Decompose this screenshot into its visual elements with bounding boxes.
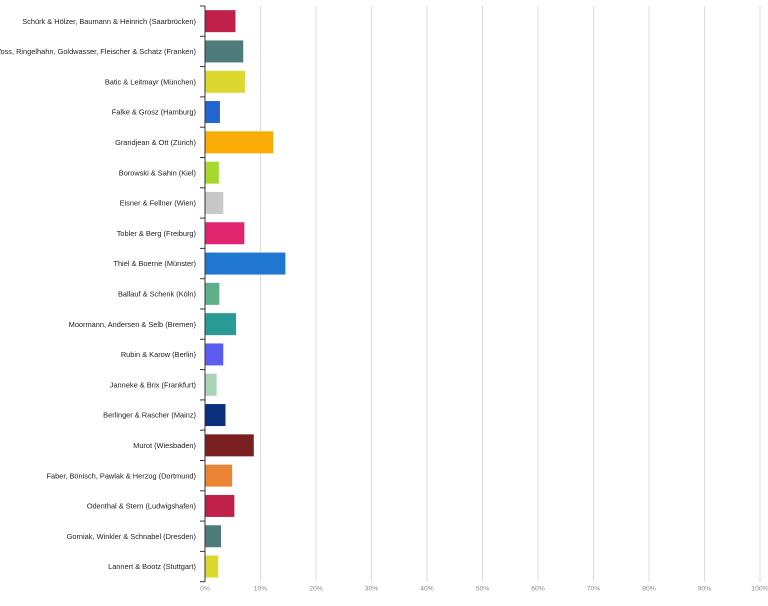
bar xyxy=(205,40,244,63)
category-label: Berlinger & Rascher (Mainz) xyxy=(103,411,196,420)
bar xyxy=(205,10,236,33)
category-label: Falke & Grosz (Hamburg) xyxy=(112,108,196,117)
bars xyxy=(205,10,286,578)
x-tick-label: 50% xyxy=(476,586,490,593)
bar xyxy=(205,252,286,275)
x-tick-label: 0% xyxy=(200,586,210,593)
category-label: Tobler & Berg (Freiburg) xyxy=(117,229,196,238)
bar xyxy=(205,282,220,305)
gridlines xyxy=(260,6,761,582)
x-tick-label: 90% xyxy=(698,586,712,593)
bar xyxy=(205,70,245,93)
category-label: Schürk & Hölzer, Baumann & Heinrich (Saa… xyxy=(22,17,196,26)
category-label: Grandjean & Ott (Zürich) xyxy=(115,138,196,147)
category-label: Ballauf & Schenk (Köln) xyxy=(118,289,196,298)
bar xyxy=(205,494,235,517)
bar xyxy=(205,313,237,336)
category-label: Faber, Bönisch, Pawlak & Herzog (Dortmun… xyxy=(46,471,196,480)
x-tick-label: 80% xyxy=(642,586,656,593)
bar xyxy=(205,434,254,457)
category-label: Thiel & Boerne (Münster) xyxy=(113,259,196,268)
category-label: Borowski & Sahin (Kiel) xyxy=(119,168,196,177)
category-label: Janneke & Brix (Frankfurt) xyxy=(110,380,196,389)
x-tick-label: 60% xyxy=(531,586,545,593)
category-label: Murot (Wiesbaden) xyxy=(133,441,196,450)
category-label: Voss, Ringelhahn, Goldwasser, Fleischer … xyxy=(0,47,196,56)
x-tick-label: 100% xyxy=(751,586,768,593)
bar xyxy=(205,373,217,396)
bar xyxy=(205,131,274,154)
bar xyxy=(205,191,224,214)
category-label: Batic & Leitmayr (München) xyxy=(105,77,196,86)
category-label: Moormann, Andersen & Selb (Bremen) xyxy=(69,320,196,329)
category-label: Lannert & Bootz (Stuttgart) xyxy=(108,562,196,571)
x-tick-label: 20% xyxy=(309,586,323,593)
category-label: Eisner & Fellner (Wien) xyxy=(120,199,196,208)
x-tick-label: 70% xyxy=(587,586,601,593)
x-tick-labels: 0% 10% 20% 30% 40% 50% 60% 70% 80% 90% 100% xyxy=(200,586,768,593)
x-tick-label: 10% xyxy=(254,586,268,593)
bar xyxy=(205,161,219,184)
bar xyxy=(205,222,245,245)
axes xyxy=(200,5,206,583)
bar xyxy=(205,101,220,124)
bar xyxy=(205,404,226,427)
bar xyxy=(205,555,219,578)
x-tick-label: 40% xyxy=(420,586,434,593)
category-labels: Schürk & Hölzer, Baumann & Heinrich (Saa… xyxy=(0,17,196,571)
category-label: Gorniak, Winkler & Schnabel (Dresden) xyxy=(67,532,196,541)
bar xyxy=(205,343,224,366)
bar xyxy=(205,464,233,487)
category-label: Rubin & Karow (Berlin) xyxy=(121,350,196,359)
x-tick-label: 30% xyxy=(365,586,379,593)
bar xyxy=(205,525,222,548)
category-label: Odenthal & Stern (Ludwigshafen) xyxy=(87,502,196,511)
